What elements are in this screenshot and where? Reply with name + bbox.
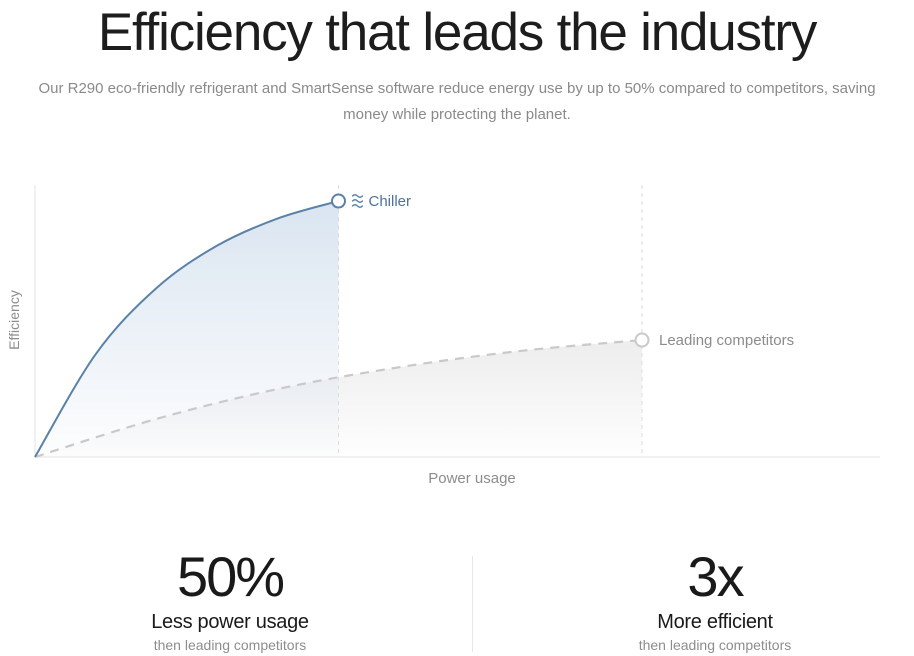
stat-note: then leading competitors — [638, 637, 792, 653]
series-area-0 — [35, 201, 339, 457]
series-label: Leading competitors — [659, 332, 794, 349]
series-line-0 — [34, 200, 339, 458]
series-line-1 — [34, 338, 643, 459]
stat-label: Less power usage — [151, 611, 309, 633]
y-axis-label: Efficiency — [6, 290, 22, 350]
waves-icon — [351, 199, 364, 203]
stat-value: 3x — [687, 545, 744, 608]
waves-icon — [351, 204, 364, 208]
stat-value: 50% — [176, 545, 285, 608]
page-title: Efficiency that leads the industry — [97, 3, 818, 62]
efficiency-chart: Leading competitors Chiller Power usage Eff… — [0, 170, 914, 500]
series-end-marker — [331, 193, 346, 209]
stat-efficiency: 3x More efficient then leading competito… — [565, 545, 865, 655]
stat-label: More efficient — [657, 611, 773, 633]
page-subtitle: Our R290 eco-friendly refrigerant and Sm… — [38, 80, 876, 123]
series-label: Chiller — [369, 193, 412, 210]
stat-power-usage: 50% Less power usage then leading compet… — [80, 545, 380, 655]
stat-note: then leading competitors — [153, 637, 307, 653]
chart-svg: Leading competitors Chiller Power usage Eff… — [6, 185, 880, 487]
waves-icon — [351, 194, 364, 198]
x-axis-label: Power usage — [428, 470, 516, 487]
series-end-marker — [634, 332, 650, 348]
stats-divider — [472, 556, 473, 652]
